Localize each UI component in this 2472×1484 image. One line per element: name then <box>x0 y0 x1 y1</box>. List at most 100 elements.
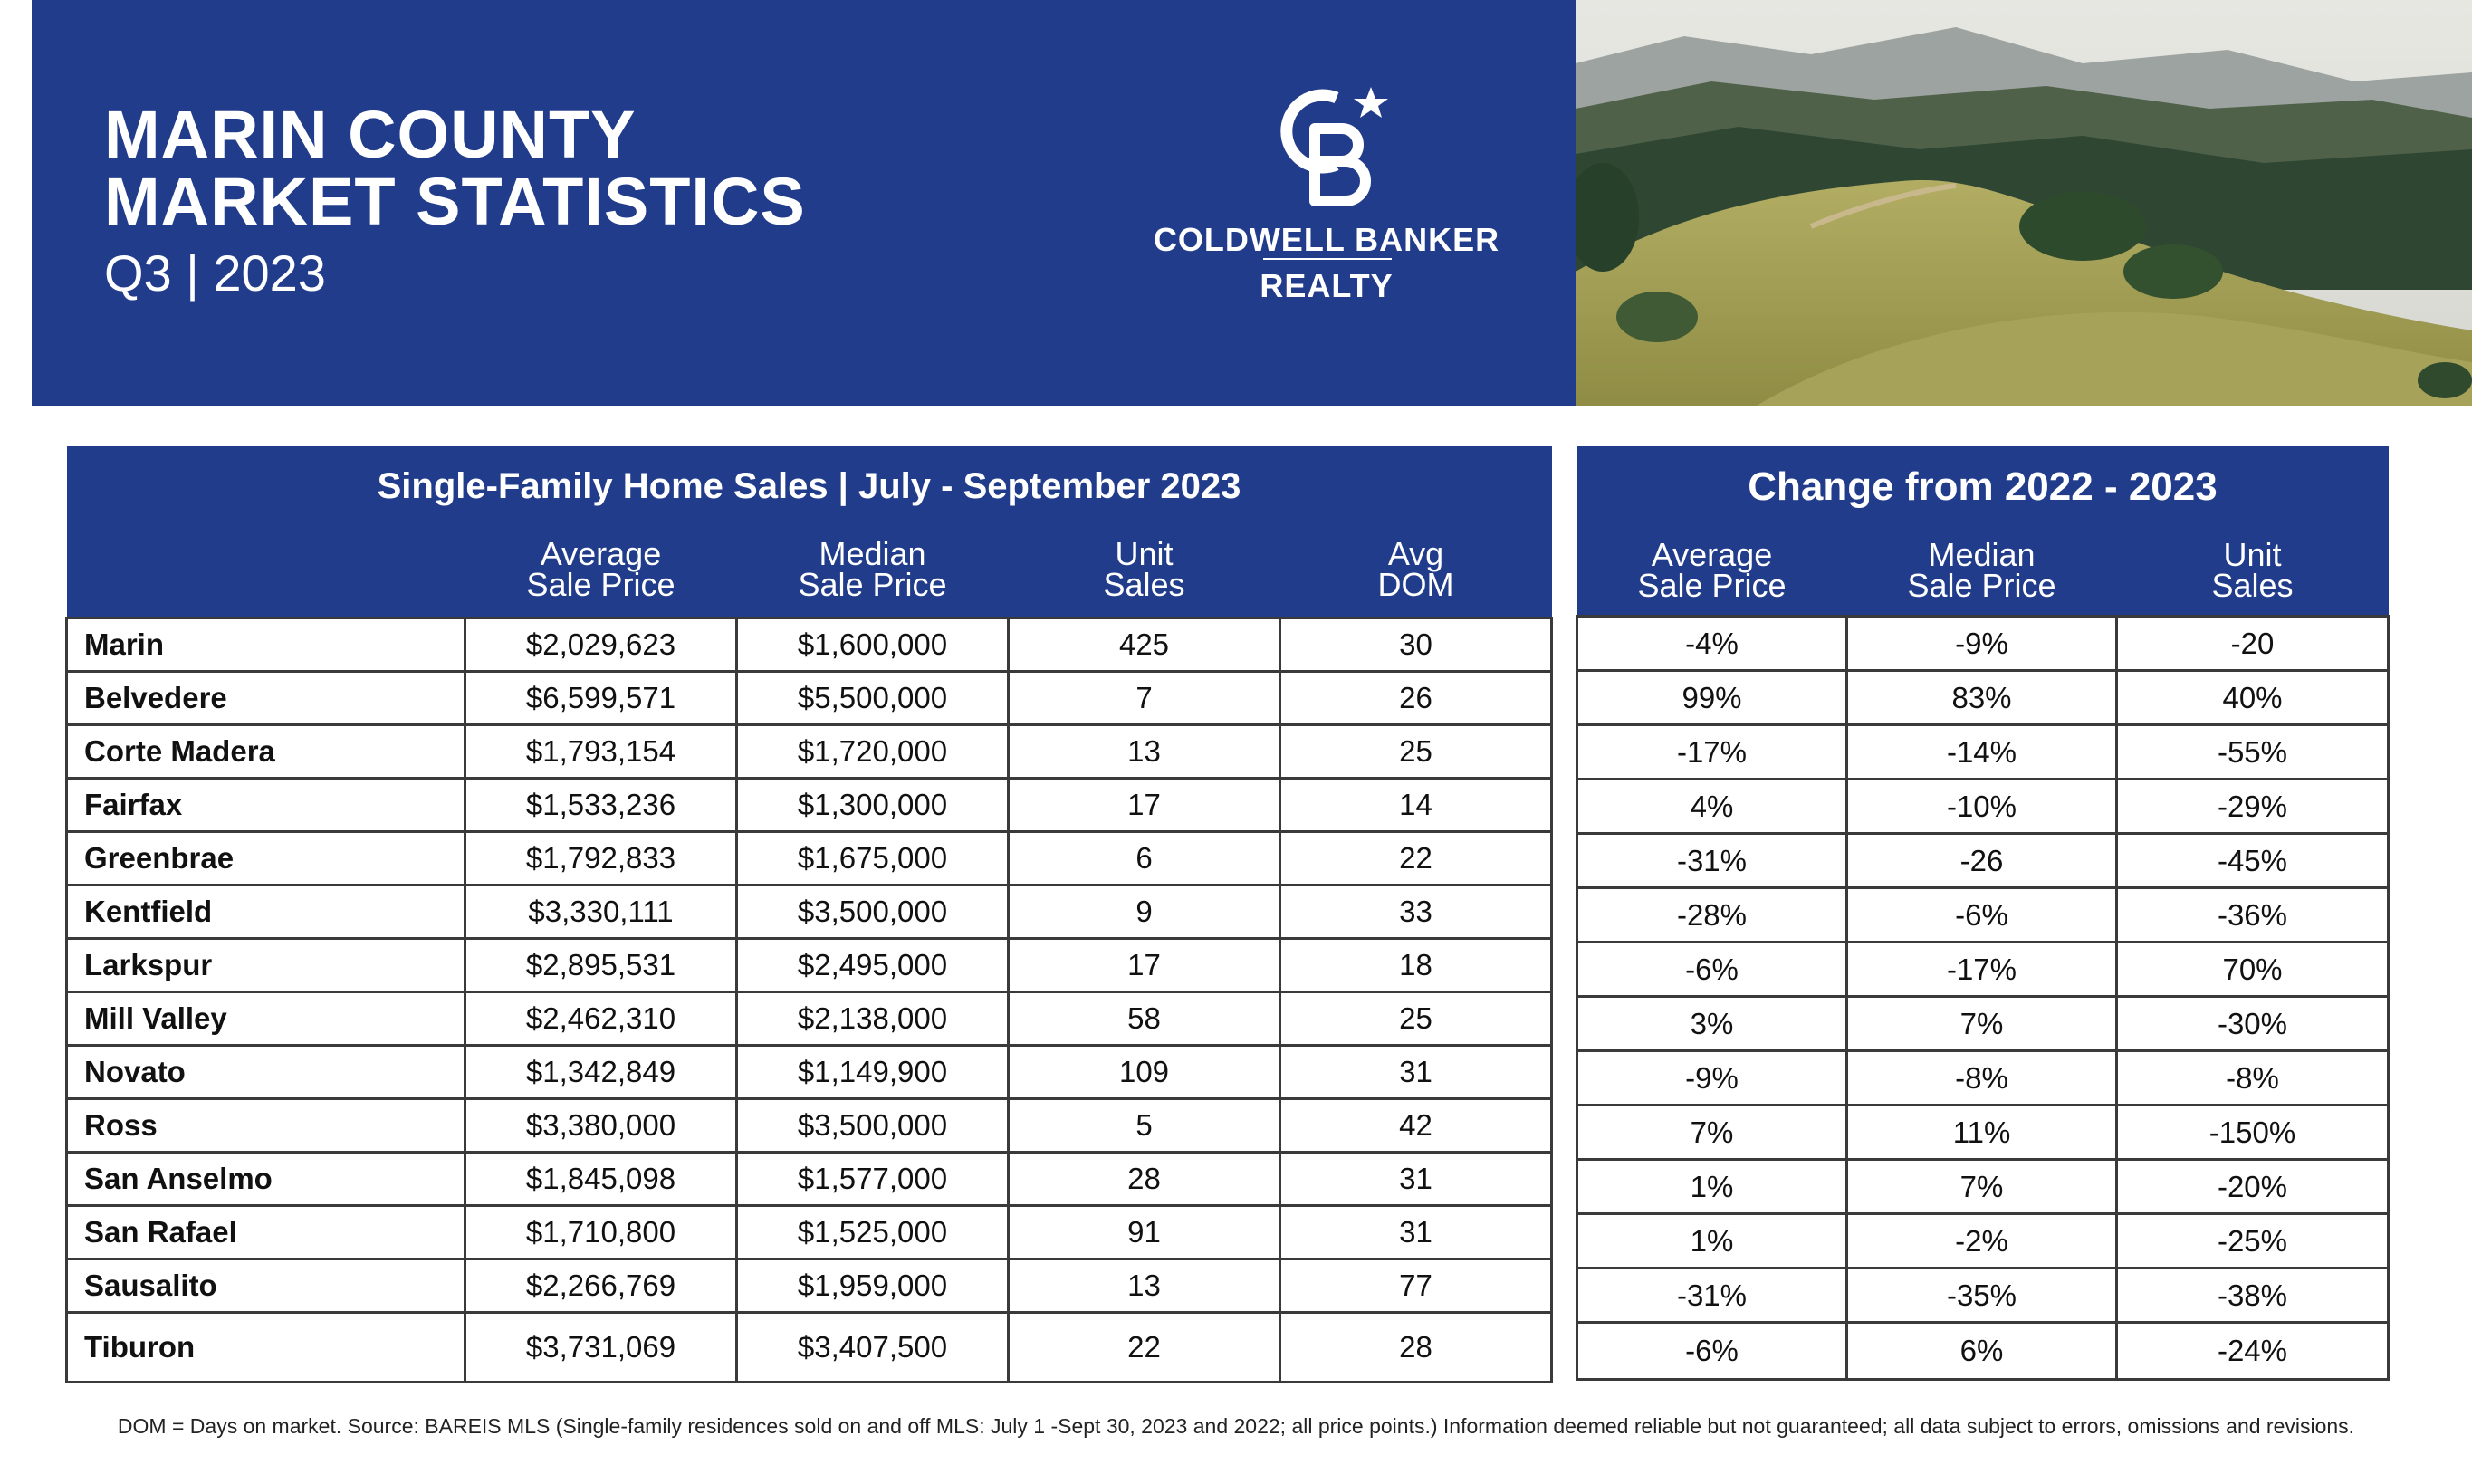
table-row: 1% -2% -25% <box>1576 1212 2390 1269</box>
avg-dom: 22 <box>1278 830 1554 886</box>
change-median-sale-price: -10% <box>1845 778 2118 835</box>
table-row: Greenbrae $1,792,833 $1,675,000 6 22 <box>65 830 1554 886</box>
area-name: Marin <box>65 617 466 673</box>
change-unit-sales: -20% <box>2115 1158 2390 1215</box>
change-average-sale-price: -6% <box>1576 941 1848 998</box>
median-sale-price: $1,720,000 <box>735 723 1010 780</box>
column-header-change-median-sale-price: Median Sale Price <box>1846 525 2117 617</box>
average-sale-price: $3,330,111 <box>464 884 738 940</box>
column-header-unit-sales: Unit Sales <box>1008 522 1280 618</box>
change-median-sale-price: -8% <box>1845 1049 2118 1106</box>
area-name: Larkspur <box>65 937 466 993</box>
change-unit-sales: 40% <box>2115 669 2390 726</box>
table-row: Marin $2,029,623 $1,600,000 425 30 <box>65 617 1554 673</box>
area-name: Mill Valley <box>65 991 466 1047</box>
avg-dom: 28 <box>1278 1311 1554 1383</box>
page-title: MARIN COUNTY MARKET STATISTICS <box>104 101 806 235</box>
median-sale-price: $3,500,000 <box>735 1097 1010 1154</box>
table-row: -9% -8% -8% <box>1576 1049 2390 1106</box>
title-line-2: MARKET STATISTICS <box>104 164 806 239</box>
unit-sales: 5 <box>1007 1097 1281 1154</box>
change-unit-sales: -150% <box>2115 1104 2390 1161</box>
table-row: Novato $1,342,849 $1,149,900 109 31 <box>65 1044 1554 1100</box>
unit-sales: 425 <box>1007 617 1281 673</box>
avg-dom: 77 <box>1278 1258 1554 1314</box>
unit-sales: 17 <box>1007 777 1281 833</box>
avg-dom: 18 <box>1278 937 1554 993</box>
table-row: San Anselmo $1,845,098 $1,577,000 28 31 <box>65 1151 1554 1207</box>
year-over-year-change-table: Change from 2022 - 2023 Average Sale Pric… <box>1576 446 2390 1381</box>
change-average-sale-price: -6% <box>1576 1321 1848 1381</box>
change-unit-sales: -25% <box>2115 1212 2390 1269</box>
change-table-title: Change from 2022 - 2023 <box>1576 446 2389 525</box>
area-name: Fairfax <box>65 777 466 833</box>
brand-divider <box>1263 258 1392 260</box>
landscape-photo <box>1576 0 2472 406</box>
table-row: 1% 7% -20% <box>1576 1158 2390 1215</box>
avg-dom: 31 <box>1278 1204 1554 1260</box>
unit-sales: 13 <box>1007 1258 1281 1314</box>
area-name: Ross <box>65 1097 466 1154</box>
median-sale-price: $1,600,000 <box>735 617 1010 673</box>
change-average-sale-price: -17% <box>1576 723 1848 780</box>
median-sale-price: $1,675,000 <box>735 830 1010 886</box>
table-row: Belvedere $6,599,571 $5,500,000 7 26 <box>65 670 1554 726</box>
average-sale-price: $1,710,800 <box>464 1204 738 1260</box>
area-column-header <box>66 522 465 618</box>
brand-name: COLDWELL BANKER <box>1153 221 1500 258</box>
avg-dom: 14 <box>1278 777 1554 833</box>
table-row: -31% -26 -45% <box>1576 832 2390 889</box>
average-sale-price: $1,845,098 <box>464 1151 738 1207</box>
area-name: Greenbrae <box>65 830 466 886</box>
change-average-sale-price: -31% <box>1576 1267 1848 1324</box>
table-row: Sausalito $2,266,769 $1,959,000 13 77 <box>65 1258 1554 1314</box>
avg-dom: 31 <box>1278 1044 1554 1100</box>
change-average-sale-price: 1% <box>1576 1212 1848 1269</box>
average-sale-price: $3,380,000 <box>464 1097 738 1154</box>
average-sale-price: $1,533,236 <box>464 777 738 833</box>
area-name: San Rafael <box>65 1204 466 1260</box>
column-header-avg-dom: Avg DOM <box>1279 522 1552 618</box>
change-median-sale-price: -2% <box>1845 1212 2118 1269</box>
median-sale-price: $1,959,000 <box>735 1258 1010 1314</box>
change-average-sale-price: 4% <box>1576 778 1848 835</box>
median-sale-price: $2,138,000 <box>735 991 1010 1047</box>
change-average-sale-price: 99% <box>1576 669 1848 726</box>
change-unit-sales: -45% <box>2115 832 2390 889</box>
column-header-change-average-sale-price: Average Sale Price <box>1576 525 1847 617</box>
unit-sales: 22 <box>1007 1311 1281 1383</box>
average-sale-price: $1,342,849 <box>464 1044 738 1100</box>
column-header-change-unit-sales: Unit Sales <box>2116 525 2389 617</box>
median-sale-price: $1,577,000 <box>735 1151 1010 1207</box>
avg-dom: 25 <box>1278 723 1554 780</box>
average-sale-price: $2,029,623 <box>464 617 738 673</box>
table-row: -31% -35% -38% <box>1576 1267 2390 1324</box>
change-median-sale-price: 11% <box>1845 1104 2118 1161</box>
table-row: Ross $3,380,000 $3,500,000 5 42 <box>65 1097 1554 1154</box>
change-unit-sales: -24% <box>2115 1321 2390 1381</box>
table-row: Fairfax $1,533,236 $1,300,000 17 14 <box>65 777 1554 833</box>
average-sale-price: $6,599,571 <box>464 670 738 726</box>
unit-sales: 9 <box>1007 884 1281 940</box>
change-median-sale-price: 7% <box>1845 1158 2118 1215</box>
average-sale-price: $1,793,154 <box>464 723 738 780</box>
average-sale-price: $3,731,069 <box>464 1311 738 1383</box>
table-row: San Rafael $1,710,800 $1,525,000 91 31 <box>65 1204 1554 1260</box>
avg-dom: 33 <box>1278 884 1554 940</box>
table-row: Tiburon $3,731,069 $3,407,500 22 28 <box>65 1311 1554 1383</box>
table-row: Kentfield $3,330,111 $3,500,000 9 33 <box>65 884 1554 940</box>
change-unit-sales: -30% <box>2115 995 2390 1052</box>
avg-dom: 26 <box>1278 670 1554 726</box>
average-sale-price: $1,792,833 <box>464 830 738 886</box>
change-unit-sales: 70% <box>2115 941 2390 998</box>
table-row: -6% -17% 70% <box>1576 941 2390 998</box>
change-median-sale-price: -35% <box>1845 1267 2118 1324</box>
avg-dom: 30 <box>1278 617 1554 673</box>
change-unit-sales: -38% <box>2115 1267 2390 1324</box>
average-sale-price: $2,895,531 <box>464 937 738 993</box>
average-sale-price: $2,266,769 <box>464 1258 738 1314</box>
change-average-sale-price: -28% <box>1576 886 1848 943</box>
median-sale-price: $5,500,000 <box>735 670 1010 726</box>
change-average-sale-price: 1% <box>1576 1158 1848 1215</box>
unit-sales: 7 <box>1007 670 1281 726</box>
